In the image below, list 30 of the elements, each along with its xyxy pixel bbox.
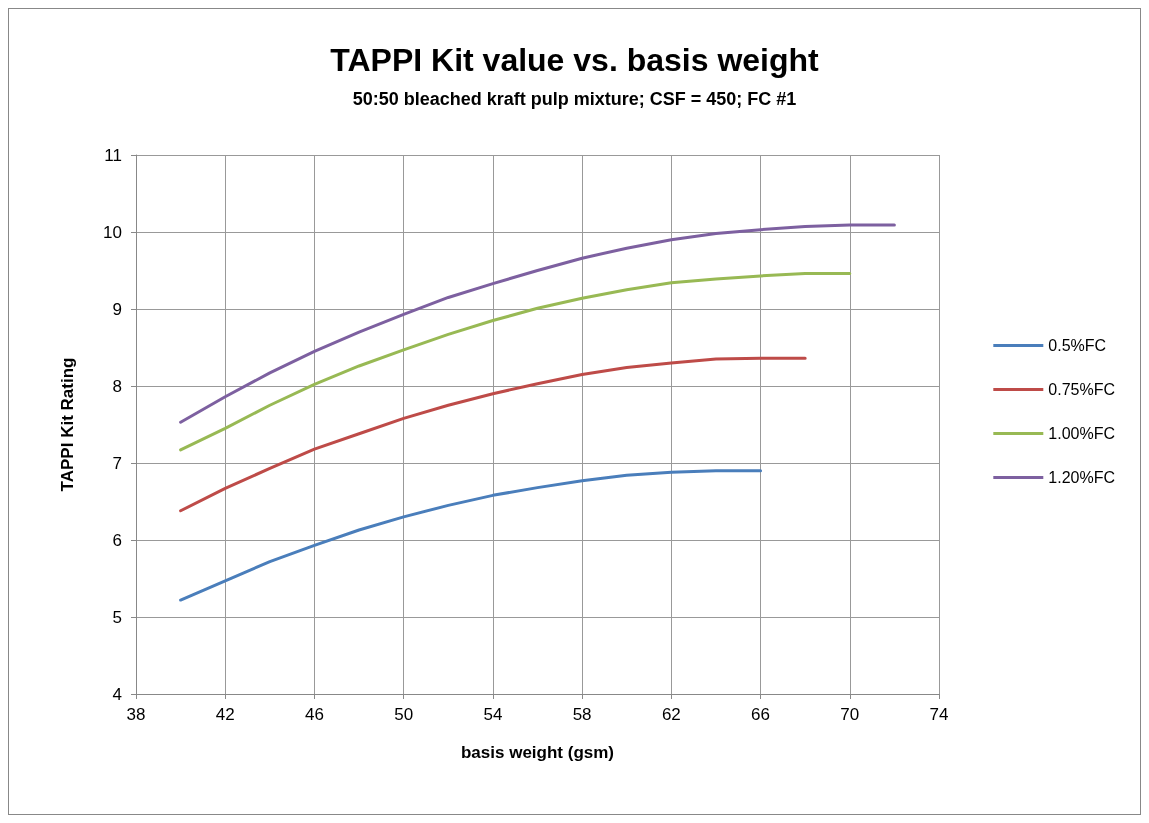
y-tick-label: 6 (112, 530, 122, 550)
y-tick-label: 5 (112, 607, 122, 627)
x-tick-label: 46 (304, 705, 324, 724)
line-series (179, 272, 852, 452)
line-series (179, 223, 896, 424)
y-tick-label: 10 (103, 222, 122, 242)
y-tick-label: 7 (112, 453, 122, 473)
y-tick-label: 11 (104, 145, 122, 165)
x-axis-title: basis weight (gsm) (460, 743, 615, 762)
y-tick-label: 4 (112, 684, 122, 704)
y-tick-label: 9 (112, 299, 122, 319)
y-tick-label: 8 (112, 376, 122, 396)
x-tick-label: 66 (751, 705, 771, 724)
legend-label: 0.5%FC (1048, 337, 1107, 354)
x-tick-label: 74 (929, 705, 949, 724)
y-axis-title: TAPPI Kit Rating (58, 357, 77, 492)
legend-label: 1.00%FC (1048, 425, 1116, 442)
legend-label: 0.75%FC (1048, 381, 1116, 398)
legend-label: 1.20%FC (1048, 469, 1116, 486)
chart-subtitle: 50:50 bleached kraft pulp mixture; CSF = 450; FC #1 (352, 89, 797, 109)
x-tick-label: 50 (394, 705, 414, 724)
x-tick-label: 58 (572, 705, 592, 724)
x-tick-label: 62 (661, 705, 681, 724)
line-series (179, 356, 807, 513)
chart-title: TAPPI Kit value vs. basis weight (330, 42, 820, 78)
x-tick-label: 54 (483, 705, 503, 724)
line-series (179, 469, 763, 602)
x-tick-label: 38 (126, 705, 146, 724)
x-tick-label: 42 (215, 705, 235, 724)
x-tick-label: 70 (840, 705, 860, 724)
